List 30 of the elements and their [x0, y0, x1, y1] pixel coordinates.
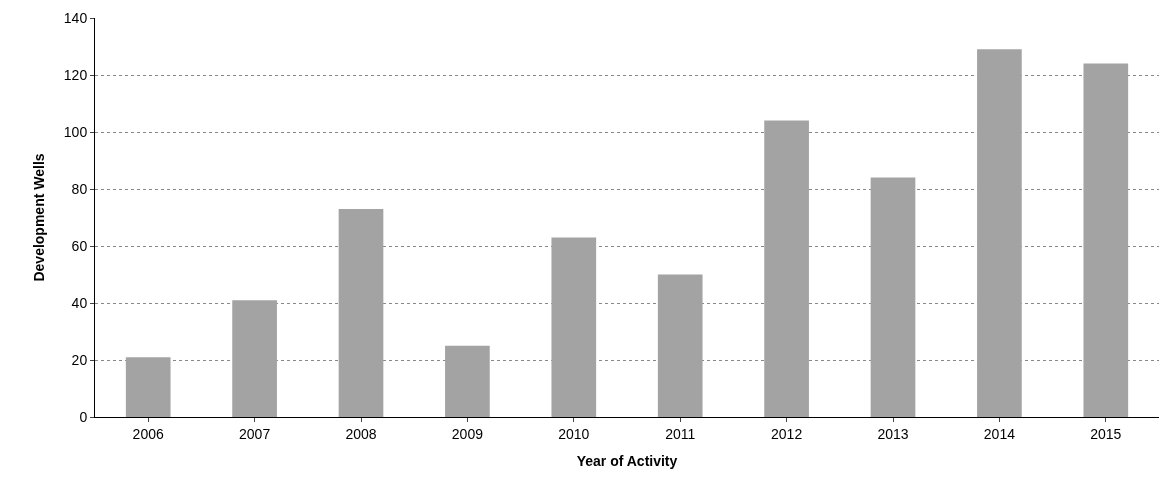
- bar: [657, 274, 703, 417]
- bar: [338, 208, 384, 417]
- y-tick-label: 40: [71, 294, 88, 311]
- x-tick-label: 2013: [877, 425, 909, 442]
- y-tick-label: 80: [71, 180, 88, 197]
- x-tick-label: 2011: [665, 425, 696, 442]
- x-tick-label: 2006: [132, 425, 164, 442]
- x-tick-label: 2008: [345, 425, 377, 442]
- x-tick-label: 2009: [451, 425, 484, 442]
- bar: [445, 345, 490, 417]
- y-tick-label: 120: [63, 66, 88, 83]
- bar: [870, 177, 916, 417]
- y-tick-label: 0: [79, 408, 88, 425]
- bar: [977, 49, 1022, 417]
- x-tick-label: 2010: [558, 425, 590, 442]
- bar: [1083, 63, 1129, 417]
- y-tick-label: 100: [63, 123, 88, 140]
- y-tick-label: 20: [71, 351, 88, 368]
- bar: [551, 237, 597, 417]
- y-tick-label: 140: [63, 9, 88, 26]
- x-axis-title: Year of Activity: [576, 453, 678, 470]
- x-tick-label: 2007: [239, 425, 271, 442]
- bar: [232, 300, 277, 417]
- x-tick-label: 2014: [983, 425, 1016, 442]
- y-axis-title: Development Wells: [31, 153, 48, 282]
- y-tick-label: 60: [71, 237, 88, 254]
- bar: [764, 120, 809, 417]
- bar: [125, 357, 171, 417]
- x-tick-label: 2015: [1090, 425, 1122, 442]
- x-tick-label: 2012: [771, 425, 803, 442]
